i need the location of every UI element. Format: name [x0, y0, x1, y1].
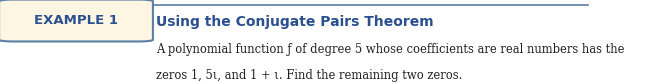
Text: Using the Conjugate Pairs Theorem: Using the Conjugate Pairs Theorem	[156, 15, 433, 29]
Text: EXAMPLE 1: EXAMPLE 1	[34, 14, 118, 27]
FancyBboxPatch shape	[0, 0, 153, 42]
Text: zeros 1, 5ι, and 1 + ι. Find the remaining two zeros.: zeros 1, 5ι, and 1 + ι. Find the remaini…	[156, 69, 462, 82]
Text: A polynomial function ƒ of degree 5 whose coefficients are real numbers has the: A polynomial function ƒ of degree 5 whos…	[156, 43, 624, 56]
